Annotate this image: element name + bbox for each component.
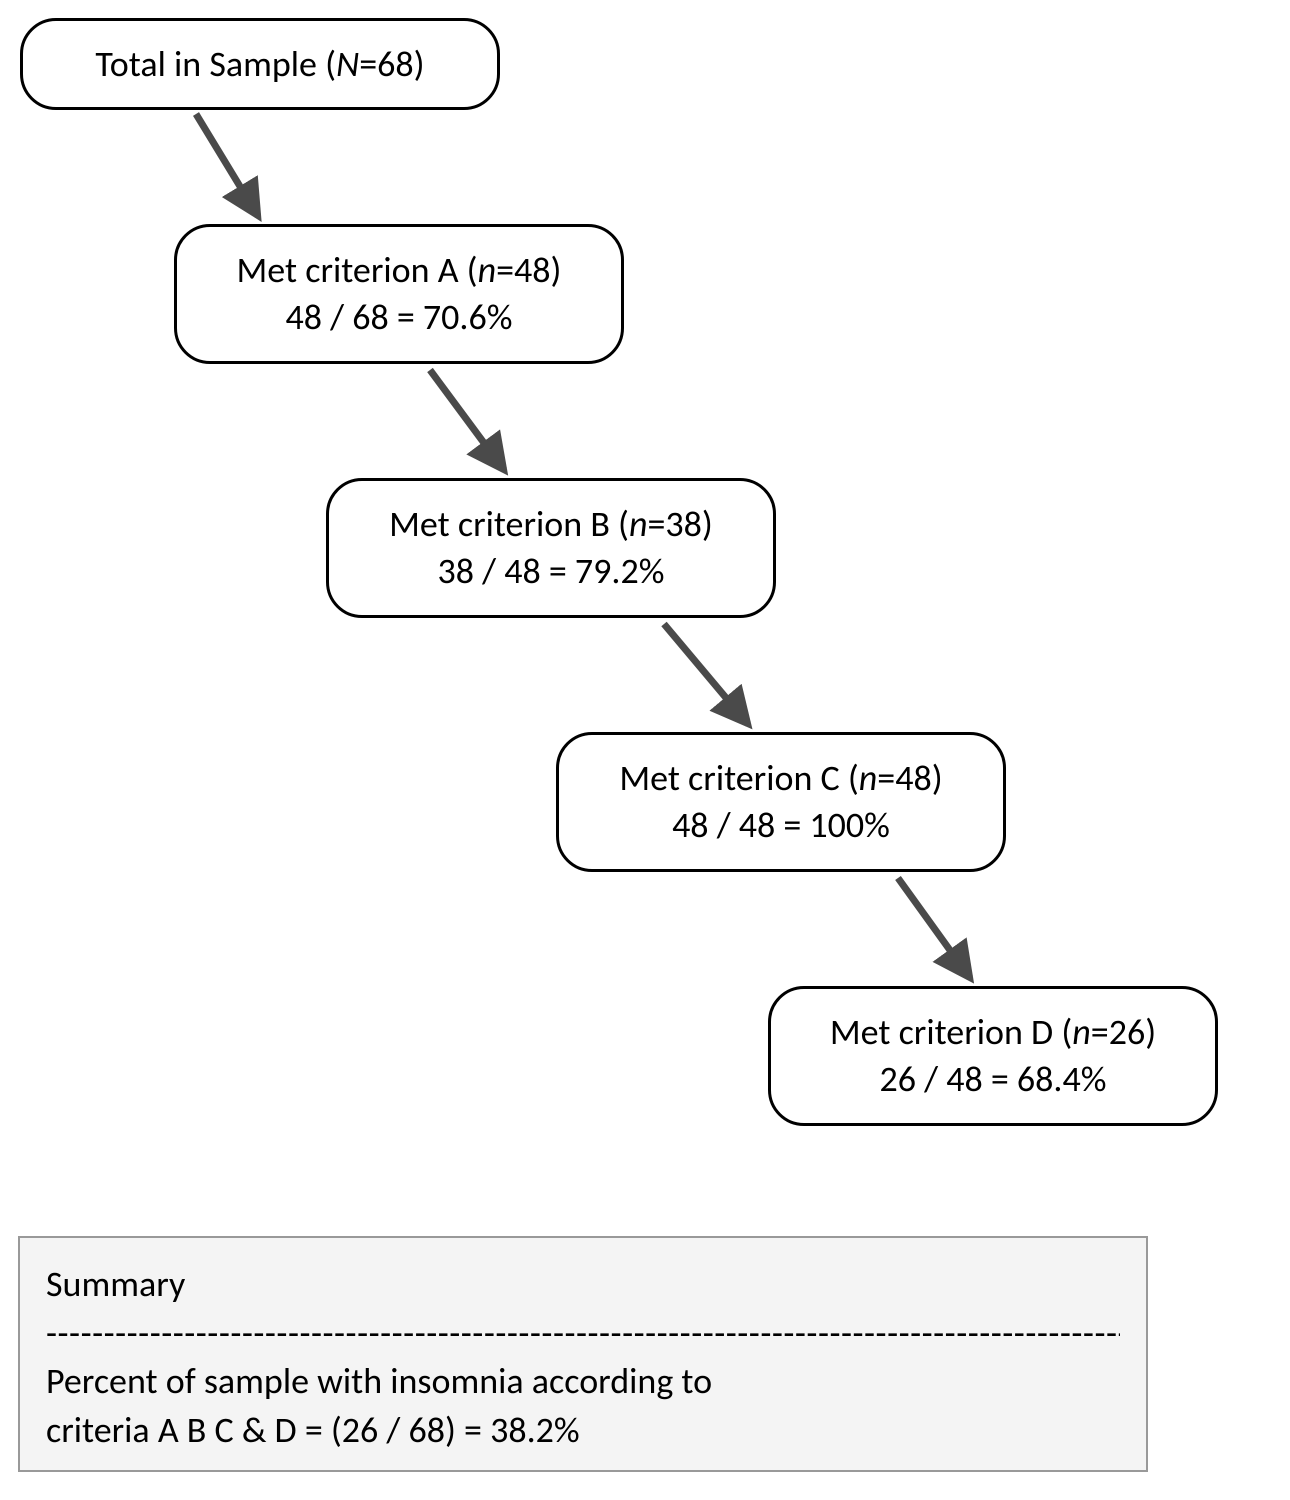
arrow-total-to-A (196, 114, 258, 216)
summary-divider: ----------------------------------------… (46, 1309, 1120, 1358)
flow-node-total: Total in Sample (N=68) (20, 18, 500, 110)
node-label-line2: 26 / 48 = 68.4% (801, 1056, 1185, 1103)
arrow-C-to-D (898, 878, 970, 978)
node-label-line2: 48 / 68 = 70.6% (207, 294, 591, 341)
summary-title: Summary (46, 1260, 1120, 1309)
node-label-line1: Met criterion B (n=38) (359, 501, 743, 548)
summary-text-line2: criteria A B C & D = (26 / 68) = 38.2% (46, 1406, 1120, 1455)
node-label-line1: Met criterion D (n=26) (801, 1009, 1185, 1056)
summary-text-line1: Percent of sample with insomnia accordin… (46, 1357, 1120, 1406)
node-label-line2: 48 / 48 = 100% (589, 802, 973, 849)
arrow-B-to-C (664, 624, 748, 724)
summary-box: Summary --------------------------------… (18, 1236, 1148, 1472)
flow-node-B: Met criterion B (n=38)38 / 48 = 79.2% (326, 478, 776, 618)
flow-node-A: Met criterion A (n=48)48 / 68 = 70.6% (174, 224, 624, 364)
node-label-line1: Met criterion A (n=48) (207, 247, 591, 294)
flow-node-D: Met criterion D (n=26)26 / 48 = 68.4% (768, 986, 1218, 1126)
node-label-line2: 38 / 48 = 79.2% (359, 548, 743, 595)
node-label-line1: Met criterion C (n=48) (589, 755, 973, 802)
flow-node-C: Met criterion C (n=48)48 / 48 = 100% (556, 732, 1006, 872)
node-label-line1: Total in Sample (N=68) (53, 41, 467, 88)
arrow-A-to-B (430, 370, 504, 470)
